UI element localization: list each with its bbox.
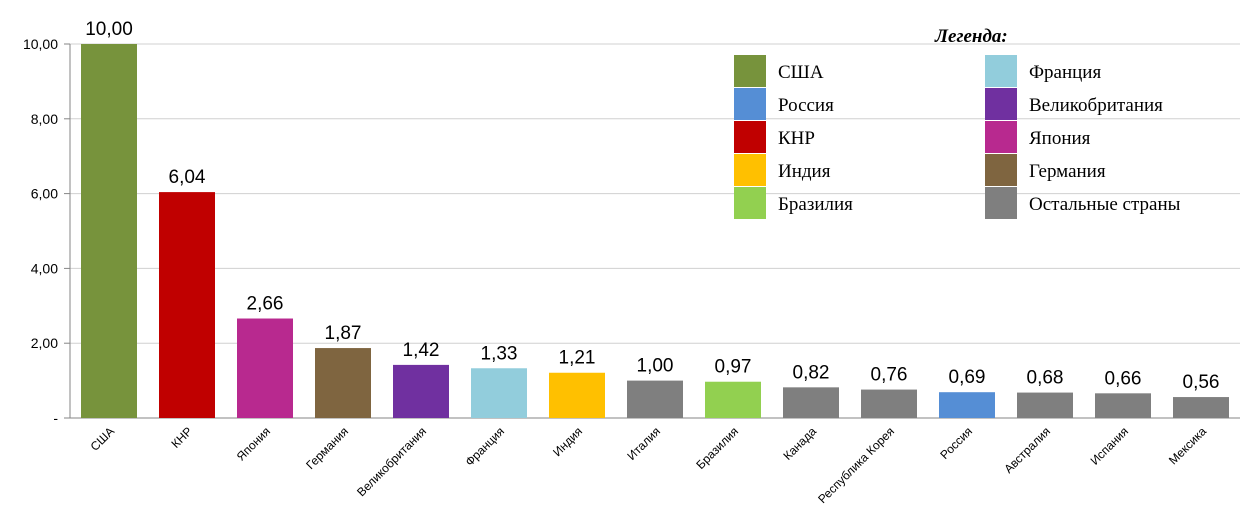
legend-swatch	[985, 88, 1017, 120]
y-tick-label: 10,00	[23, 36, 58, 52]
y-tick-label: -	[53, 410, 58, 426]
data-label: 0,82	[793, 362, 830, 383]
legend-title: Легенда:	[934, 26, 1008, 47]
legend-label: Остальные страны	[1029, 194, 1181, 215]
bar	[315, 348, 371, 418]
bar	[159, 192, 215, 418]
y-tick-label: 8,00	[31, 111, 58, 127]
legend-swatch	[734, 154, 766, 186]
legend-label: Россия	[778, 95, 834, 116]
data-label: 0,97	[715, 357, 752, 378]
x-tick-label: Италия	[624, 424, 663, 463]
legend-swatch	[985, 154, 1017, 186]
legend-swatch	[734, 187, 766, 219]
legend-swatch	[734, 88, 766, 120]
data-label: 1,33	[481, 343, 518, 364]
x-tick-label: Австралия	[1001, 424, 1053, 476]
x-tick-label: Германия	[303, 424, 351, 472]
data-label: 1,42	[403, 340, 440, 361]
y-tick-label: 4,00	[31, 260, 58, 276]
x-tick-label: Япония	[234, 424, 273, 463]
bar	[939, 392, 995, 418]
x-tick-label: Республика Корея	[815, 424, 897, 506]
legend-swatch	[985, 55, 1017, 87]
legend: Легенда: США Россия КНР Индия Бразилия Франци…	[734, 26, 1181, 219]
bar	[783, 387, 839, 418]
y-tick-label: 2,00	[31, 335, 58, 351]
legend-label: США	[778, 62, 824, 83]
y-tick-label: 6,00	[31, 186, 58, 202]
legend-label: Япония	[1029, 128, 1091, 149]
x-tick-label: Испания	[1088, 424, 1132, 468]
bar	[549, 372, 605, 418]
x-tick-label: КНР	[168, 424, 195, 451]
x-tick-label: США	[88, 424, 117, 453]
bar	[705, 381, 761, 418]
data-labels: 10,00 6,04 2,66 1,87 1,42 1,33 1,21 1,00 0,97 0,8…	[85, 19, 1219, 393]
x-tick-label: Канада	[780, 424, 819, 463]
bar	[237, 318, 293, 418]
bar	[861, 389, 917, 418]
legend-label: КНР	[778, 128, 815, 149]
bar	[81, 44, 137, 418]
bar	[1173, 397, 1229, 418]
bar	[627, 380, 683, 418]
legend-label: Бразилия	[778, 194, 853, 215]
x-tick-label: Франция	[462, 424, 507, 469]
data-label: 10,00	[85, 19, 133, 40]
data-label: 0,66	[1105, 368, 1142, 389]
y-axis: - 2,00 4,00 6,00 8,00 10,00	[23, 36, 71, 426]
data-label: 2,66	[247, 294, 284, 315]
x-tick-label: Мексика	[1166, 424, 1209, 467]
bar	[1017, 392, 1073, 418]
data-label: 1,87	[325, 323, 362, 344]
legend-label: Германия	[1029, 161, 1106, 182]
x-tick-label: Великобритания	[354, 424, 429, 499]
legend-label: Великобритания	[1029, 95, 1163, 116]
data-label: 0,68	[1027, 368, 1064, 389]
x-tick-label: Индия	[550, 424, 585, 459]
x-tick-label: Россия	[937, 424, 975, 462]
legend-swatch	[985, 187, 1017, 219]
data-label: 1,00	[637, 356, 674, 377]
bar	[1095, 393, 1151, 418]
legend-label: Франция	[1029, 62, 1101, 83]
data-label: 0,56	[1183, 372, 1220, 393]
data-label: 0,76	[871, 365, 908, 386]
bar	[393, 364, 449, 418]
x-axis: США КНР Япония Германия Великобритания Франци…	[88, 424, 1210, 506]
legend-swatch	[734, 55, 766, 87]
bars	[81, 44, 1229, 418]
data-label: 1,21	[559, 348, 596, 369]
data-label: 6,04	[169, 167, 206, 188]
x-tick-label: Бразилия	[693, 424, 741, 472]
legend-swatch	[734, 121, 766, 153]
legend-swatch	[985, 121, 1017, 153]
data-label: 0,69	[949, 367, 986, 388]
bar	[471, 368, 527, 418]
legend-label: Индия	[778, 161, 831, 182]
